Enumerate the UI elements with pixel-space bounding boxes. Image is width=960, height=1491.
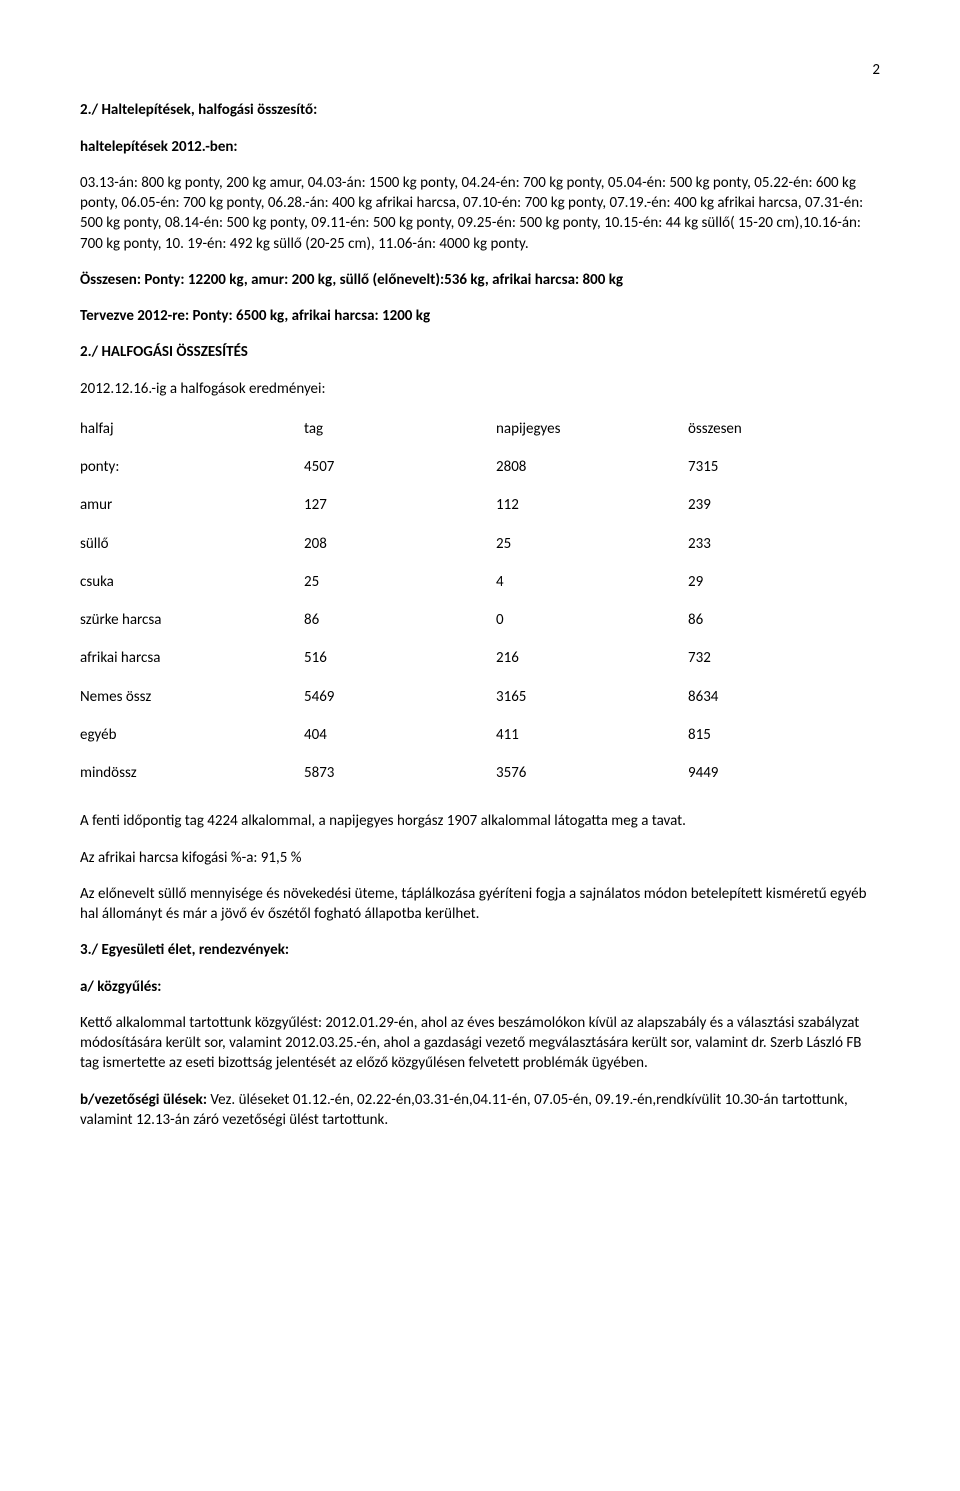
- cell: afrikai harcsa: [80, 644, 304, 682]
- cell: 3165: [496, 683, 688, 721]
- cell: 208: [304, 530, 496, 568]
- cell: 127: [304, 491, 496, 529]
- afrikai-percent: Az afrikai harcsa kifogási %-a: 91,5 %: [80, 848, 880, 868]
- section3a-title: a/ közgyűlés:: [80, 977, 880, 997]
- section3b: b/vezetőségi ülések: Vez. üléseket 01.12…: [80, 1090, 880, 1131]
- cell: 86: [304, 606, 496, 644]
- cell: 0: [496, 606, 688, 644]
- table-row: amur 127 112 239: [80, 491, 880, 529]
- cell: 25: [304, 568, 496, 606]
- cell: mindössz: [80, 759, 304, 797]
- table-row: süllő 208 25 233: [80, 530, 880, 568]
- cell: 4: [496, 568, 688, 606]
- halfogas-intro: 2012.12.16.-ig a halfogások eredményei:: [80, 379, 880, 399]
- page-number: 2: [80, 60, 880, 80]
- stocking-planned: Tervezve 2012-re: Ponty: 6500 kg, afrika…: [80, 306, 880, 326]
- table-row: egyéb 404 411 815: [80, 721, 880, 759]
- section3-title: 3./ Egyesületi élet, rendezvények:: [80, 940, 880, 960]
- col-osszesen: összesen: [688, 415, 880, 453]
- cell: 404: [304, 721, 496, 759]
- table-header-row: halfaj tag napijegyes összesen: [80, 415, 880, 453]
- cell: 216: [496, 644, 688, 682]
- cell: 732: [688, 644, 880, 682]
- cell: 7315: [688, 453, 880, 491]
- cell: 516: [304, 644, 496, 682]
- cell: 112: [496, 491, 688, 529]
- visits-line: A fenti időpontig tag 4224 alkalommal, a…: [80, 811, 880, 831]
- cell: 3576: [496, 759, 688, 797]
- cell: 86: [688, 606, 880, 644]
- cell: Nemes össz: [80, 683, 304, 721]
- table-row: Nemes össz 5469 3165 8634: [80, 683, 880, 721]
- cell: szürke harcsa: [80, 606, 304, 644]
- cell: 29: [688, 568, 880, 606]
- cell: 233: [688, 530, 880, 568]
- table-row: szürke harcsa 86 0 86: [80, 606, 880, 644]
- cell: 5469: [304, 683, 496, 721]
- stocking-totals: Összesen: Ponty: 12200 kg, amur: 200 kg,…: [80, 270, 880, 290]
- cell: egyéb: [80, 721, 304, 759]
- table-row: csuka 25 4 29: [80, 568, 880, 606]
- cell: süllő: [80, 530, 304, 568]
- cell: 4507: [304, 453, 496, 491]
- cell: csuka: [80, 568, 304, 606]
- halfogas-title: 2./ HALFOGÁSI ÖSSZESÍTÉS: [80, 342, 880, 362]
- cell: 9449: [688, 759, 880, 797]
- table-row: afrikai harcsa 516 216 732: [80, 644, 880, 682]
- cell: 8634: [688, 683, 880, 721]
- cell: ponty:: [80, 453, 304, 491]
- section3b-title: b/vezetőségi ülések:: [80, 1091, 207, 1109]
- catch-table: halfaj tag napijegyes összesen ponty: 45…: [80, 415, 880, 798]
- section2-subtitle: haltelepítések 2012.-ben:: [80, 137, 880, 157]
- table-row: mindössz 5873 3576 9449: [80, 759, 880, 797]
- col-species: halfaj: [80, 415, 304, 453]
- cell: 2808: [496, 453, 688, 491]
- section2-title: 2./ Haltelepítések, halfogási összesítő:: [80, 100, 880, 120]
- col-napijegyes: napijegyes: [496, 415, 688, 453]
- cell: 5873: [304, 759, 496, 797]
- col-tag: tag: [304, 415, 496, 453]
- section3a-body: Kettő alkalommal tartottunk közgyűlést: …: [80, 1013, 880, 1074]
- cell: 239: [688, 491, 880, 529]
- cell: 411: [496, 721, 688, 759]
- cell: 25: [496, 530, 688, 568]
- sullo-note: Az előnevelt süllő mennyisége és növeked…: [80, 884, 880, 925]
- cell: 815: [688, 721, 880, 759]
- cell: amur: [80, 491, 304, 529]
- stocking-body: 03.13-án: 800 kg ponty, 200 kg amur, 04.…: [80, 173, 880, 254]
- table-row: ponty: 4507 2808 7315: [80, 453, 880, 491]
